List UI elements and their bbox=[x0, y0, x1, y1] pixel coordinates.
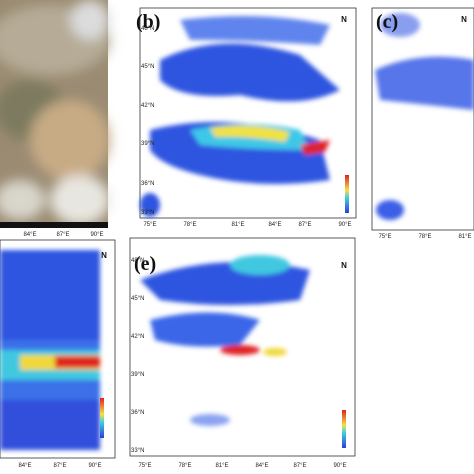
lon-label: 75°E bbox=[378, 234, 391, 240]
lat-label: 48°N bbox=[131, 258, 144, 264]
panel-label: (e) bbox=[134, 253, 156, 275]
lon-label: 90°E bbox=[338, 222, 351, 228]
lon-label: 81°E bbox=[458, 234, 471, 240]
lon-label: 78°E bbox=[183, 222, 196, 228]
lon-label: 84°E bbox=[268, 222, 281, 228]
north-arrow: N bbox=[341, 261, 347, 270]
panel-e bbox=[129, 237, 356, 457]
lon-label: 75°E bbox=[138, 463, 151, 469]
lat-label: 36°N bbox=[131, 410, 144, 416]
lat-label: 45°N bbox=[131, 296, 144, 302]
lon-label: 90°E bbox=[90, 232, 103, 238]
lon-label: 87°E bbox=[56, 232, 69, 238]
lat-label: 39°N bbox=[131, 372, 144, 378]
panel-label: (b) bbox=[136, 11, 160, 33]
lon-label: 87°E bbox=[298, 222, 311, 228]
lat-label: 33°N bbox=[131, 448, 144, 454]
lat-label: 33°N bbox=[141, 210, 154, 216]
lon-label: 87°E bbox=[293, 463, 306, 469]
lat-label: 36°N bbox=[141, 181, 154, 187]
panel-c bbox=[371, 7, 474, 231]
lat-label: 42°N bbox=[131, 334, 144, 340]
panel-b bbox=[139, 7, 357, 219]
north-arrow: N bbox=[341, 15, 347, 24]
lat-label: 42°N bbox=[141, 103, 154, 109]
panel-label: (c) bbox=[376, 11, 398, 33]
lon-label: 81°E bbox=[231, 222, 244, 228]
panel-a bbox=[0, 0, 110, 228]
north-arrow: N bbox=[101, 251, 107, 260]
lat-label: 39°N bbox=[141, 141, 154, 147]
lon-label: 75°E bbox=[143, 222, 156, 228]
lat-label: 48°N bbox=[141, 26, 154, 32]
lon-label: 90°E bbox=[88, 463, 101, 469]
lon-label: 90°E bbox=[333, 463, 346, 469]
lon-label: 84°E bbox=[18, 463, 31, 469]
lon-label: 87°E bbox=[53, 463, 66, 469]
lon-label: 84°E bbox=[23, 232, 36, 238]
north-arrow: N bbox=[461, 15, 467, 24]
lon-label: 78°E bbox=[418, 234, 431, 240]
lon-label: 81°E bbox=[215, 463, 228, 469]
lon-label: 84°E bbox=[255, 463, 268, 469]
panel-d bbox=[0, 239, 116, 459]
lat-label: 45°N bbox=[141, 64, 154, 70]
lon-label: 78°E bbox=[178, 463, 191, 469]
